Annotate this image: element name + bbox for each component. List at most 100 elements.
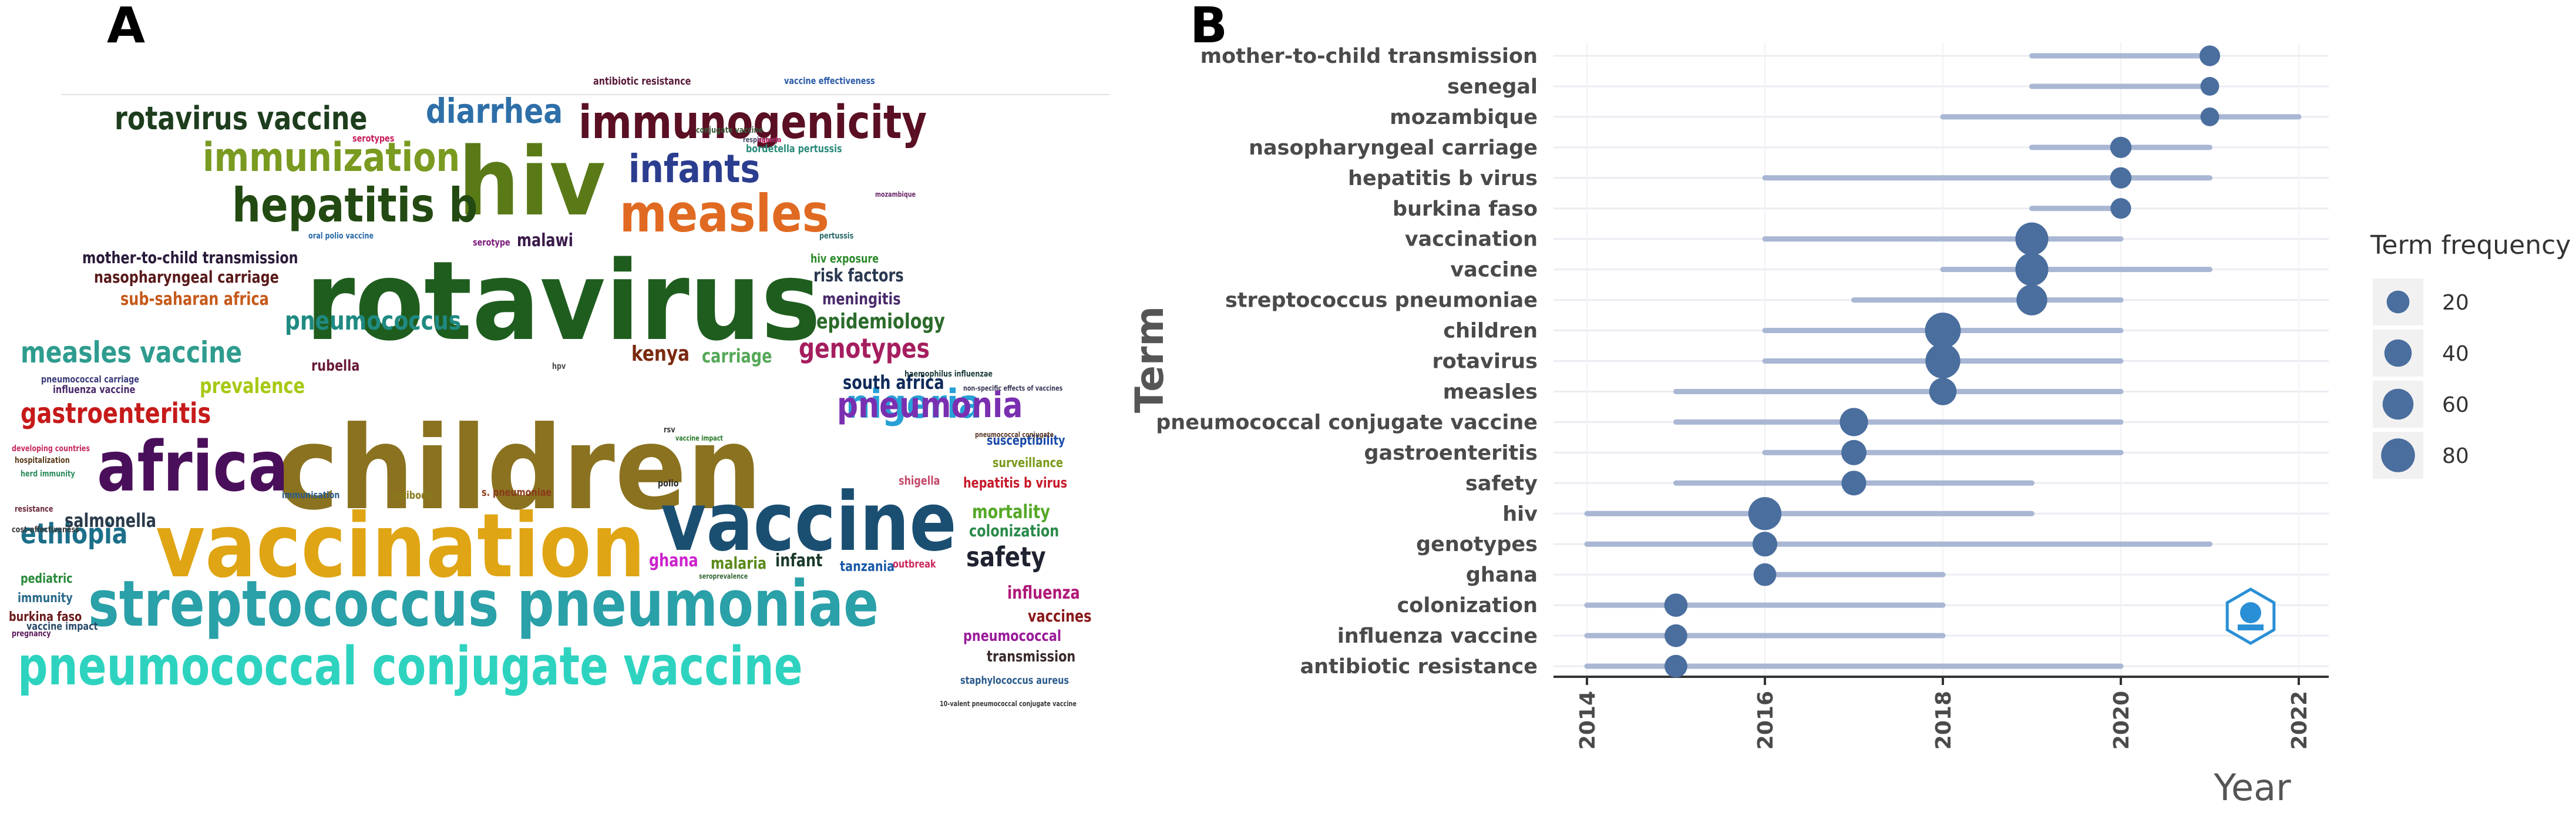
term-label: measles bbox=[1443, 380, 1538, 404]
x-tick-label: 2020 bbox=[2110, 691, 2134, 750]
term-label: hepatitis b virus bbox=[1348, 167, 1538, 190]
cloud-word: hepatitis b virus bbox=[963, 475, 1068, 491]
legend-point bbox=[2384, 339, 2412, 367]
panel-label-b: B bbox=[1190, 0, 1228, 54]
cloud-word: s. pneumoniae bbox=[482, 486, 552, 499]
term-point bbox=[2200, 77, 2219, 96]
cloud-word: rubella bbox=[311, 357, 360, 375]
term-label: vaccine bbox=[1450, 258, 1538, 282]
cloud-word: pertussis bbox=[819, 231, 854, 241]
term-label: nasopharyngeal carriage bbox=[1249, 136, 1538, 160]
term-label: colonization bbox=[1397, 594, 1538, 617]
cloud-word: bordetella pertussis bbox=[746, 143, 842, 155]
cloud-word: kenya bbox=[631, 342, 690, 366]
legend-title: Term frequency bbox=[2370, 230, 2571, 260]
cloud-word: ghana bbox=[649, 550, 698, 571]
x-axis-title: Year bbox=[2213, 766, 2291, 809]
cloud-word: cost-effectiveness bbox=[12, 525, 79, 535]
legend-point bbox=[2386, 290, 2410, 314]
cloud-word: diarrhea bbox=[426, 91, 563, 131]
term-label: rotavirus bbox=[1432, 350, 1538, 374]
cloud-word: influenza vaccine bbox=[53, 384, 136, 396]
term-point bbox=[2015, 222, 2049, 256]
cloud-word: hospitalization bbox=[15, 456, 70, 465]
cloud-word: meningitis bbox=[822, 289, 901, 308]
logo-base bbox=[2238, 624, 2264, 630]
cloud-word: staphylococcus aureus bbox=[960, 674, 1069, 687]
term-point bbox=[1748, 497, 1782, 530]
cloud-divider bbox=[61, 94, 1110, 95]
cloud-word: epidemiology bbox=[816, 310, 945, 334]
legend-label: 80 bbox=[2442, 444, 2469, 468]
term-point bbox=[1664, 624, 1687, 647]
cloud-word: burkina faso bbox=[9, 610, 82, 624]
term-label: pneumococcal conjugate vaccine bbox=[1156, 411, 1538, 434]
term-label: antibiotic resistance bbox=[1300, 655, 1538, 679]
term-label: children bbox=[1443, 320, 1538, 343]
cloud-word: pneumococcal conjugate bbox=[975, 431, 1054, 439]
cloud-word: oral polio vaccine bbox=[308, 231, 374, 241]
cloud-word: prevalence bbox=[200, 374, 305, 398]
cloud-word: rotavirus bbox=[305, 237, 821, 365]
legend-label: 40 bbox=[2442, 342, 2469, 366]
cloud-word: sub-saharan africa bbox=[120, 289, 269, 310]
term-point bbox=[1925, 313, 1961, 349]
cloud-word: shigella bbox=[899, 474, 940, 488]
y-axis-title: Term bbox=[1127, 306, 1172, 413]
cloud-word: africa bbox=[97, 426, 289, 507]
cloud-word: vaccines bbox=[1028, 606, 1092, 626]
term-label: streptococcus pneumoniae bbox=[1225, 289, 1538, 313]
term-point bbox=[1929, 378, 1957, 405]
term-point bbox=[1752, 532, 1778, 557]
cloud-word: vaccine impact bbox=[675, 434, 724, 442]
legend-point bbox=[2382, 388, 2414, 420]
cloud-word: south africa bbox=[843, 371, 944, 394]
cloud-word: transmission bbox=[987, 648, 1076, 666]
cloud-word: safety bbox=[966, 541, 1046, 573]
cloud-word: vaccine impact bbox=[26, 620, 98, 633]
cloud-word: non-specific effects of vaccines bbox=[963, 384, 1063, 392]
term-point bbox=[2199, 45, 2221, 66]
legend-label: 60 bbox=[2442, 393, 2469, 417]
cloud-word: influenza bbox=[1007, 583, 1080, 603]
panel-label-a: A bbox=[107, 0, 146, 54]
term-label: mother-to-child transmission bbox=[1200, 45, 1538, 68]
cloud-word: malawi bbox=[517, 230, 574, 251]
cloud-word: vaccination bbox=[156, 495, 645, 597]
cloud-word: pneumococcal conjugate vaccine bbox=[18, 636, 803, 697]
cloud-word: measles bbox=[620, 183, 829, 244]
cloud-word: susceptibility bbox=[987, 434, 1065, 448]
cloud-word: hiv exposure bbox=[811, 251, 879, 266]
cloud-word: serotypes bbox=[352, 133, 395, 144]
cloud-word: mortality bbox=[972, 501, 1050, 523]
cloud-word: mozambique bbox=[875, 190, 916, 199]
cloud-word: gastroenteritis bbox=[21, 397, 211, 430]
cloud-word: haemophilus influenzae bbox=[904, 370, 993, 379]
term-point bbox=[2110, 198, 2131, 219]
term-point bbox=[1664, 654, 1687, 678]
x-tick-label: 2022 bbox=[2288, 691, 2312, 750]
cloud-word: children bbox=[276, 402, 762, 536]
cloud-word: risk factors bbox=[813, 266, 904, 286]
cloud-word: immunization bbox=[203, 135, 460, 181]
term-point bbox=[1664, 593, 1688, 617]
term-point bbox=[1925, 343, 1960, 379]
term-label: gastroenteritis bbox=[1364, 441, 1538, 465]
cloud-word: pediatric bbox=[21, 572, 73, 586]
cloud-word: tanzania bbox=[840, 558, 895, 575]
term-label: senegal bbox=[1447, 75, 1538, 99]
term-point bbox=[2015, 253, 2049, 286]
cloud-word: mother-to-child transmission bbox=[82, 248, 298, 267]
cloud-word: conjugate vaccine bbox=[696, 126, 764, 135]
cloud-word: polio bbox=[658, 478, 679, 489]
cloud-word: seroprevalence bbox=[699, 572, 748, 580]
cloud-word: respiratory bbox=[743, 136, 779, 144]
cloud-word: hpv bbox=[552, 362, 566, 371]
cloud-word: herd immunity bbox=[21, 469, 75, 479]
cloud-word: pneumococcus bbox=[285, 306, 462, 336]
term-point bbox=[1841, 439, 1867, 465]
term-point bbox=[1753, 563, 1777, 586]
term-point bbox=[2200, 107, 2219, 126]
cloud-word: immunity bbox=[18, 591, 73, 606]
